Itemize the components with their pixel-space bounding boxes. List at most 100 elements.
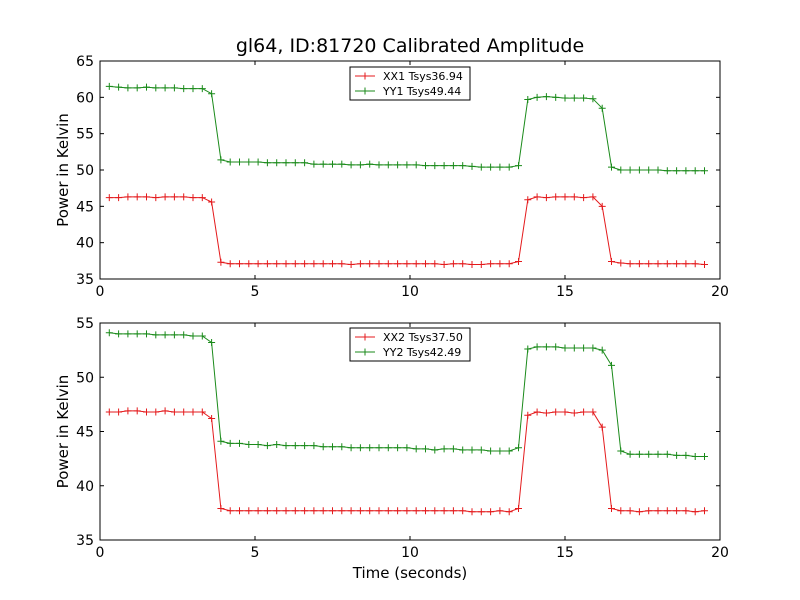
data-point-marker — [533, 343, 541, 351]
data-point-marker — [403, 507, 411, 515]
data-point-marker — [673, 260, 681, 268]
data-point-marker — [524, 345, 532, 353]
data-point-marker — [487, 508, 495, 516]
data-point-marker — [570, 409, 578, 417]
data-point-marker — [626, 166, 634, 174]
data-point-marker — [301, 507, 309, 515]
data-point-marker — [329, 260, 336, 268]
data-point-marker — [356, 444, 364, 452]
data-point-marker — [375, 260, 383, 268]
data-point-marker — [208, 90, 216, 98]
data-point-marker — [542, 343, 550, 351]
data-point-marker — [608, 258, 615, 266]
data-point-marker — [161, 407, 169, 415]
data-point-marker — [394, 507, 402, 515]
data-point-marker — [133, 84, 141, 92]
data-point-marker — [691, 452, 699, 460]
data-point-marker — [105, 82, 113, 90]
data-point-marker — [254, 158, 262, 166]
data-point-marker — [273, 260, 281, 268]
data-point-marker — [617, 507, 625, 515]
data-point-marker — [338, 443, 346, 451]
data-point-marker — [273, 441, 281, 449]
data-point-marker — [208, 414, 216, 422]
data-point-marker — [133, 330, 141, 338]
data-point-marker — [189, 408, 197, 416]
legend-box — [349, 327, 471, 362]
data-point-marker — [542, 194, 550, 202]
data-point-marker — [170, 408, 178, 416]
data-point-marker — [143, 408, 150, 416]
legend-marker — [361, 348, 369, 356]
data-point-marker — [310, 160, 318, 168]
data-point-marker — [598, 423, 606, 431]
data-point-marker — [654, 507, 662, 515]
data-point-marker — [347, 260, 355, 268]
data-point-marker — [115, 194, 123, 202]
data-point-marker — [170, 84, 178, 92]
data-point-marker — [477, 260, 485, 268]
y-tick-label: 40 — [76, 236, 94, 252]
data-point-marker — [561, 193, 569, 201]
y-tick-label: 35 — [76, 272, 94, 288]
data-point-marker — [384, 260, 392, 268]
chart-title: gl64, ID:81720 Calibrated Amplitude — [236, 35, 584, 57]
data-point-marker — [180, 331, 188, 339]
data-point-marker — [347, 507, 355, 515]
data-point-marker — [236, 260, 243, 268]
data-point-marker — [356, 260, 364, 268]
data-point-marker — [422, 445, 429, 453]
data-point-marker — [468, 162, 476, 170]
data-point-marker — [384, 161, 392, 169]
data-point-marker — [645, 166, 653, 174]
data-point-marker — [180, 193, 188, 201]
data-point-marker — [617, 166, 625, 174]
data-point-marker — [301, 442, 309, 450]
data-point-marker — [682, 260, 690, 268]
data-point-marker — [329, 443, 336, 451]
data-point-marker — [170, 331, 178, 339]
data-point-marker — [608, 163, 615, 171]
data-point-marker — [282, 507, 290, 515]
data-point-marker — [310, 507, 318, 515]
data-point-marker — [198, 85, 206, 93]
data-point-marker — [487, 447, 495, 455]
x-axis-label: Time (seconds) — [352, 564, 468, 582]
data-point-marker — [459, 507, 467, 515]
legend-label: XX2 Tsys37.50 — [383, 331, 463, 344]
data-point-marker — [152, 194, 160, 202]
data-point-marker — [105, 408, 113, 416]
x-tick-label: 20 — [711, 284, 729, 300]
x-tick-label: 5 — [251, 284, 260, 300]
data-point-marker — [431, 260, 439, 268]
y-axis-label: Power in Kelvin — [54, 113, 72, 227]
data-point-marker — [217, 505, 225, 513]
data-point-marker — [384, 444, 392, 452]
data-point-marker — [505, 260, 513, 268]
data-point-marker — [645, 450, 653, 458]
data-point-marker — [431, 446, 439, 454]
data-point-marker — [282, 159, 290, 167]
data-point-marker — [133, 407, 141, 415]
data-point-marker — [431, 507, 439, 515]
data-point-marker — [422, 162, 429, 170]
data-point-marker — [319, 160, 327, 168]
data-point-marker — [598, 346, 606, 354]
data-point-marker — [273, 507, 281, 515]
y-tick-label: 50 — [76, 370, 94, 386]
data-point-marker — [598, 202, 606, 210]
x-tick-label: 10 — [401, 545, 419, 561]
data-point-marker — [524, 411, 532, 419]
data-point-marker — [477, 446, 485, 454]
data-point-marker — [226, 507, 234, 515]
data-point-marker — [515, 444, 522, 452]
data-point-marker — [310, 260, 318, 268]
data-point-marker — [161, 84, 169, 92]
data-point-marker — [263, 507, 271, 515]
data-point-marker — [663, 167, 671, 175]
y-tick-label: 45 — [76, 425, 94, 441]
y-tick-label: 40 — [76, 479, 94, 495]
data-point-marker — [626, 260, 634, 268]
data-point-marker — [449, 260, 457, 268]
data-point-marker — [533, 193, 541, 201]
